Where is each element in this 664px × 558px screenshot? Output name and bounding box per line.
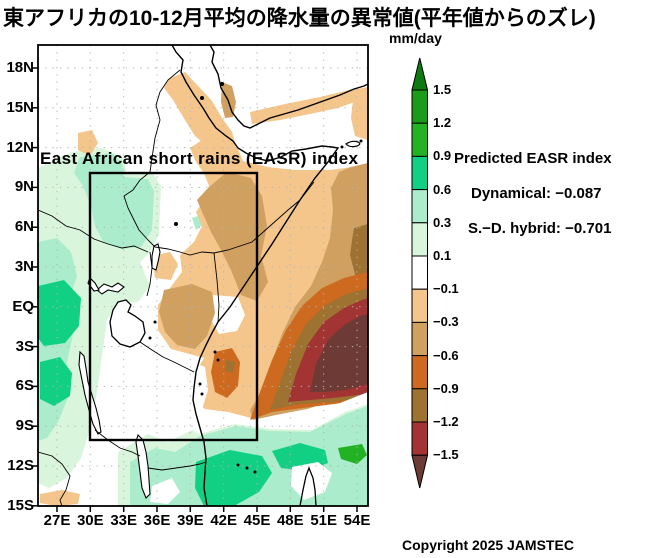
colorbar-boundary-label: −0.9	[433, 380, 459, 396]
anomaly-region-kenya-tan	[159, 284, 215, 349]
border-kenya-somalia	[213, 252, 220, 323]
y-axis-tick-label: 15N	[6, 98, 34, 116]
x-axis-tick-label: 30E	[76, 512, 104, 529]
border-uganda-kenya	[146, 251, 153, 297]
anomaly-gap-white-band	[185, 392, 368, 434]
colorbar-segment	[411, 288, 428, 323]
x-axis-tick-label: 39E	[176, 512, 204, 529]
y-axis-tick-label: 9N	[14, 178, 34, 196]
colorbar-segment	[411, 255, 428, 290]
colorbar-boundary-label: −1.2	[433, 414, 459, 429]
colorbar-boundary-label: −0.1	[433, 281, 459, 297]
colorbar-arrow-top	[411, 57, 429, 91]
y-axis-tick-label: 3S	[15, 337, 34, 355]
y-axis-tick-label: 3N	[14, 258, 34, 275]
x-axis-tick-label: 42E	[210, 512, 238, 529]
anomaly-hole-south-2	[150, 478, 180, 504]
x-axis-tick-label: 33E	[110, 512, 138, 529]
colorbar-boundary-label: −1.5	[433, 447, 459, 463]
colorbar-segment	[411, 388, 428, 423]
colorbar-arrow-bottom	[411, 454, 429, 489]
anomaly-region-ocean-maroon-core	[310, 314, 368, 392]
colorbar-boundary-label: 1.2	[433, 115, 452, 131]
border-sudan-eritrea-ethiopia	[123, 69, 181, 248]
y-axis-tick-label: 12S	[7, 457, 34, 474]
coastline-arabia	[209, 45, 368, 129]
easr-index-region-box	[88, 171, 259, 442]
anomaly-region-west-emerald-2	[40, 357, 72, 406]
anomaly-region-bottomleft-peach	[40, 490, 80, 506]
anomaly-region-boxnw-mint	[74, 153, 154, 249]
colorbar-segment	[411, 189, 428, 224]
border-southsudan-uganda	[38, 209, 149, 253]
colorbar-boundary-label: 0.3	[433, 214, 452, 230]
anomaly-region-west-emerald-1	[38, 280, 81, 346]
island-madagascar-tip	[299, 466, 317, 506]
map-overlay-title: East African short rains (EASR) index	[40, 149, 359, 168]
anomaly-shading-layer	[38, 72, 368, 506]
anomaly-region-eritrea-peach	[164, 72, 236, 152]
anomaly-region-south-emerald-1	[195, 450, 272, 506]
lake-malawi	[135, 433, 151, 499]
anomaly-region-ethiopia-tan	[197, 172, 268, 301]
colorbar-segment	[411, 355, 428, 390]
colorbar-segment	[411, 122, 428, 157]
y-axis-tick-label: EQ	[12, 297, 34, 315]
y-axis-tick-label: 6N	[14, 218, 34, 236]
axis-ticks	[32, 67, 358, 512]
small-islands-and-lakes	[148, 82, 363, 474]
y-axis-tick-label: 9S	[15, 417, 34, 435]
x-axis-tick-label: 36E	[143, 512, 171, 529]
anomaly-hole-kenya-white	[209, 295, 245, 334]
anomaly-region-rightedge-brown	[350, 224, 368, 286]
x-axis-tick-label: 27E	[43, 512, 71, 529]
copyright-text: Copyright 2025 JAMSTEC	[402, 537, 574, 553]
lake-kyoga	[96, 282, 125, 295]
border-tanzania-zambia	[94, 429, 141, 457]
y-axis-tick-label: 18N	[6, 59, 34, 76]
coastline-africa-somalia	[171, 45, 340, 506]
anomaly-region-south-kelly	[338, 444, 367, 464]
lake-victoria	[109, 299, 146, 348]
y-axis-tick-label: 12N	[6, 138, 34, 156]
anomaly-region-rightedge-top-peach	[351, 87, 368, 140]
lake-turkana	[151, 243, 161, 271]
colorbar	[411, 57, 429, 489]
y-axis-tick-label: 15S	[7, 496, 34, 514]
x-axis-tick-label: 54E	[343, 512, 371, 529]
geography-layer	[38, 45, 368, 506]
map-frame	[37, 44, 369, 507]
x-axis-tick-label: 51E	[310, 512, 338, 529]
colorbar-boundary-label: 0.6	[433, 181, 452, 197]
colorbar-boundary-label: 0.1	[433, 248, 452, 263]
anomaly-region-coast-brown-dot	[225, 360, 235, 373]
colorbar-segment	[411, 421, 428, 456]
anomaly-hole-south-1	[291, 462, 332, 500]
colorbar-boundary-label: −0.3	[433, 314, 459, 330]
colorbar-segment	[411, 89, 428, 124]
border-congo-zambia	[38, 451, 71, 506]
colorbar-segment	[411, 155, 428, 191]
y-axis-tick-label: 6S	[15, 377, 34, 395]
border-ethiopia-kenya-somalia	[154, 181, 315, 256]
colorbar-boundary-label: 1.5	[433, 82, 452, 97]
anomaly-region-west-diamond-peach	[78, 130, 98, 156]
border-tanzania-mozambique	[147, 461, 207, 471]
x-axis-tick-label: 45E	[243, 512, 271, 529]
colorbar-boundary-label: 0.9	[433, 148, 452, 164]
x-axis-tick-label: 48E	[276, 512, 304, 529]
border-kenya-tanzania	[139, 341, 195, 373]
colorbar-segment	[411, 222, 428, 257]
colorbar-boundary-label: −0.6	[433, 347, 459, 363]
colorbar-unit-label: mm/day	[389, 30, 442, 46]
colorbar-segment	[411, 321, 428, 357]
figure-title-japanese: 東アフリカの10-12月平均の降水量の異常値(平年値からのズレ)	[3, 7, 596, 30]
island-socotra	[345, 140, 361, 148]
